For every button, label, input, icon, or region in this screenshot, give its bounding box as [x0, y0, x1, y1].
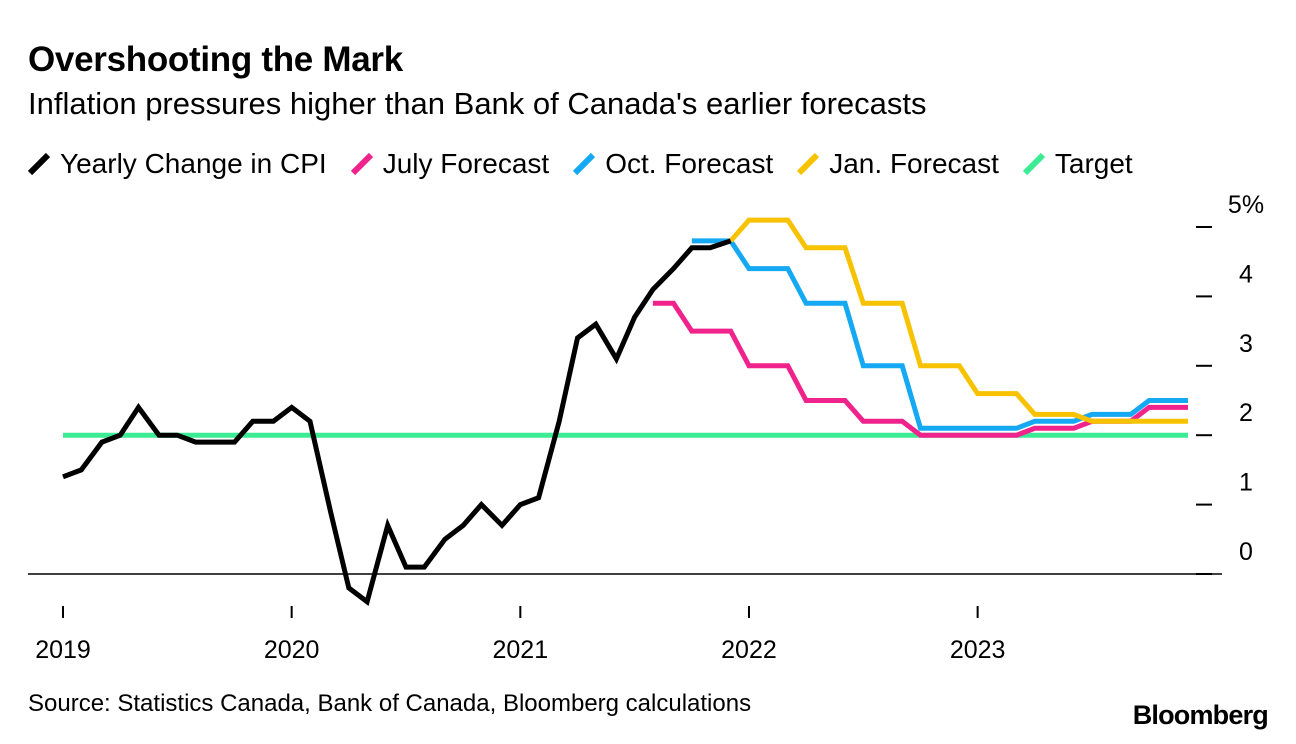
series-line-jan-forecast [728, 217, 1188, 424]
y-tick-label: 0 [1239, 538, 1253, 566]
series-line-yearly-change-in-cpi [62, 238, 732, 607]
legend-item-july-forecast: July Forecast [350, 148, 550, 180]
legend-swatch-icon [1022, 153, 1045, 175]
series-line-oct-forecast [691, 238, 1188, 431]
legend-item-jan-forecast: Jan. Forecast [797, 148, 999, 180]
y-tick-label: 2 [1239, 399, 1253, 427]
legend-swatch-icon [28, 153, 50, 175]
legend-label: Yearly Change in CPI [60, 148, 327, 179]
legend-item-yearly-change-in-cpi: Yearly Change in CPI [28, 148, 327, 180]
legend-label: Jan. Forecast [829, 148, 999, 179]
legend-item-target: Target [1022, 148, 1133, 180]
chart-subtitle: Inflation pressures higher than Bank of … [28, 86, 927, 121]
y-tick-label: 4 [1239, 260, 1253, 288]
legend-label: July Forecast [382, 148, 550, 179]
legend-swatch-icon [350, 153, 373, 175]
chart-title: Overshooting the Mark [28, 40, 403, 79]
legend: Yearly Change in CPI July Forecast Oct. Fo… [28, 146, 1157, 182]
x-tick-label: 2022 [721, 636, 777, 664]
x-tick-label: 2021 [493, 636, 549, 664]
bloomberg-logo: Bloomberg [1132, 700, 1269, 730]
legend-swatch-icon [573, 153, 596, 175]
y-tick-label: 3 [1239, 330, 1253, 358]
legend-item-oct-forecast: Oct. Forecast [573, 148, 773, 180]
source-note: Source: Statistics Canada, Bank of Canad… [28, 690, 752, 717]
legend-label: Target [1054, 148, 1133, 179]
y-tick-label: 1 [1239, 469, 1253, 497]
x-tick-label: 2020 [264, 636, 320, 664]
x-tick-label: 2019 [35, 636, 91, 664]
x-tick-label: 2023 [950, 636, 1006, 664]
legend-label: Oct. Forecast [605, 148, 774, 179]
legend-swatch-icon [797, 153, 820, 175]
y-tick-label: 5% [1228, 191, 1264, 219]
